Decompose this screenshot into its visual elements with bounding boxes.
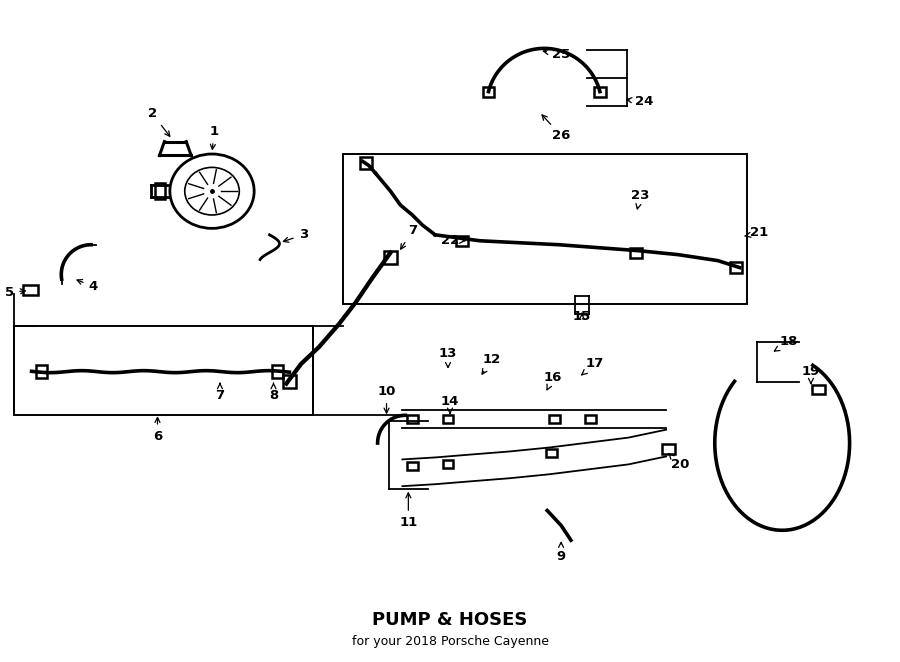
Text: 5: 5 (5, 286, 25, 299)
Text: 2: 2 (148, 107, 170, 136)
Bar (407, 415, 418, 423)
Bar (545, 449, 556, 457)
Text: 21: 21 (744, 226, 769, 240)
Bar (443, 460, 454, 468)
Text: 24: 24 (626, 95, 653, 109)
Text: 3: 3 (284, 228, 308, 242)
Bar (23, 285, 38, 295)
Text: 18: 18 (774, 336, 798, 351)
Text: 11: 11 (400, 493, 418, 529)
Text: 17: 17 (581, 357, 604, 375)
Bar (35, 365, 48, 378)
Text: 1: 1 (210, 125, 219, 150)
Bar (384, 251, 397, 264)
Bar (813, 385, 825, 395)
Text: PUMP & HOSES: PUMP & HOSES (373, 610, 527, 628)
Bar (730, 261, 742, 273)
Text: 22: 22 (441, 234, 465, 248)
Text: 12: 12 (482, 354, 500, 374)
Bar (549, 415, 560, 423)
Text: 25: 25 (544, 48, 571, 61)
Text: 4: 4 (77, 279, 97, 293)
Bar (631, 248, 643, 258)
Text: 7: 7 (215, 383, 224, 402)
Text: 10: 10 (377, 385, 396, 413)
Text: 15: 15 (572, 310, 591, 322)
Bar (407, 462, 418, 470)
Text: 7: 7 (400, 224, 417, 249)
Text: 20: 20 (669, 453, 689, 471)
Text: 16: 16 (544, 371, 562, 390)
Bar (594, 87, 606, 97)
Bar (443, 415, 454, 423)
Bar (343, 154, 748, 305)
Text: for your 2018 Porsche Cayenne: for your 2018 Porsche Cayenne (352, 635, 548, 648)
Text: 23: 23 (631, 189, 650, 209)
Text: 8: 8 (269, 383, 278, 402)
Bar (14, 326, 313, 415)
Text: 6: 6 (153, 418, 162, 443)
Text: 19: 19 (802, 365, 820, 384)
Text: 26: 26 (542, 115, 571, 142)
Text: 9: 9 (556, 542, 565, 563)
Bar (585, 415, 597, 423)
Bar (283, 375, 296, 388)
Bar (482, 87, 494, 97)
Bar (360, 158, 372, 169)
Bar (156, 183, 166, 199)
Text: 13: 13 (439, 348, 457, 367)
Text: 14: 14 (441, 395, 459, 414)
Bar (272, 365, 284, 378)
Bar (662, 444, 675, 454)
Bar (456, 236, 468, 246)
